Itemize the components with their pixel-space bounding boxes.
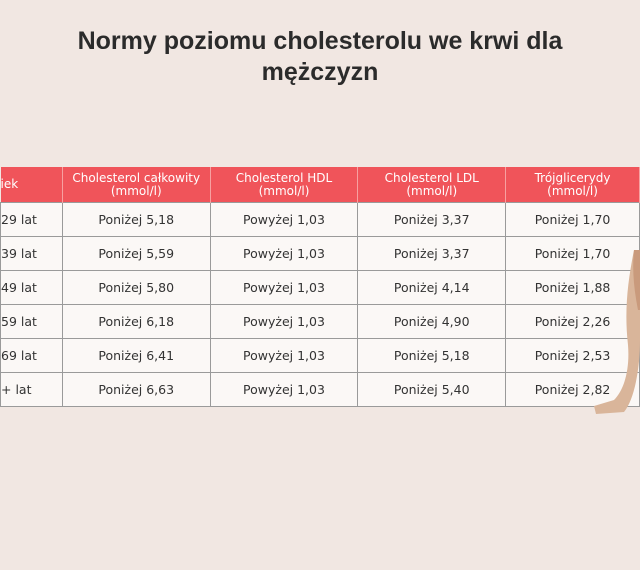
figure-illustration: [594, 250, 640, 414]
value-cell: Poniżej 5,18: [61, 202, 211, 237]
value-cell: Poniżej 3,37: [357, 236, 507, 271]
column-header: Cholesterol całkowity (mmol/l): [62, 167, 211, 203]
age-cell: 39 lat: [0, 236, 63, 271]
table-row: 59 lat Poniżej 6,18 Powyżej 1,03 Poniżej 4,…: [0, 304, 640, 339]
value-cell: Poniżej 5,18: [357, 338, 507, 373]
value-cell: Poniżej 2,53: [505, 338, 640, 373]
age-cell: 69 lat: [0, 338, 63, 373]
title: Normy poziomu cholesterolu we krwi dla m…: [77, 27, 563, 86]
column-header: iek: [0, 167, 63, 203]
column-header: Trójglicerydy (mmol/l): [505, 167, 640, 203]
value-cell: Poniżej 6,63: [61, 372, 211, 407]
value-cell: Powyżej 1,03: [209, 270, 359, 305]
table-body: 29 lat Poniżej 5,18 Powyżej 1,03 Poniżej 3,…: [0, 202, 640, 407]
table-row: 69 lat Poniżej 6,41 Powyżej 1,03 Poniżej 5,…: [0, 338, 640, 373]
value-cell: Poniżej 5,40: [357, 372, 507, 407]
table-row: 39 lat Poniżej 5,59 Powyżej 1,03 Poniżej 3,…: [0, 236, 640, 271]
value-cell: Poniżej 6,41: [61, 338, 211, 373]
value-cell: Powyżej 1,03: [209, 236, 359, 271]
age-cell: + lat: [0, 372, 63, 407]
value-cell: Powyżej 1,03: [209, 338, 359, 373]
header-row: iek Cholesterol całkowity (mmol/l) Cholest…: [0, 167, 640, 203]
value-cell: Poniżej 4,90: [357, 304, 507, 339]
column-header: Cholesterol LDL (mmol/l): [357, 167, 507, 203]
value-cell: Powyżej 1,03: [209, 202, 359, 237]
value-cell: Poniżej 4,14: [357, 270, 507, 305]
table-row: 29 lat Poniżej 5,18 Powyżej 1,03 Poniżej 3,…: [0, 202, 640, 237]
value-cell: Powyżej 1,03: [209, 304, 359, 339]
column-header: Cholesterol HDL (mmol/l): [210, 167, 359, 203]
value-cell: Poniżej 6,18: [61, 304, 211, 339]
value-cell: Poniżej 1,70: [505, 202, 640, 237]
value-cell: Poniżej 5,59: [61, 236, 211, 271]
norms-table: iek Cholesterol całkowity (mmol/l) Cholest…: [0, 167, 640, 407]
value-cell: Poniżej 1,70: [505, 236, 640, 271]
age-cell: 29 lat: [0, 202, 63, 237]
table-row: + lat Poniżej 6,63 Powyżej 1,03 Poniżej 5,4…: [0, 372, 640, 407]
value-cell: Poniżej 3,37: [357, 202, 507, 237]
value-cell: Powyżej 1,03: [209, 372, 359, 407]
table-row: 49 lat Poniżej 5,80 Powyżej 1,03 Poniżej 4,…: [0, 270, 640, 305]
value-cell: Poniżej 5,80: [61, 270, 211, 305]
age-cell: 59 lat: [0, 304, 63, 339]
age-cell: 49 lat: [0, 270, 63, 305]
table-head: iek Cholesterol całkowity (mmol/l) Cholest…: [0, 167, 640, 203]
